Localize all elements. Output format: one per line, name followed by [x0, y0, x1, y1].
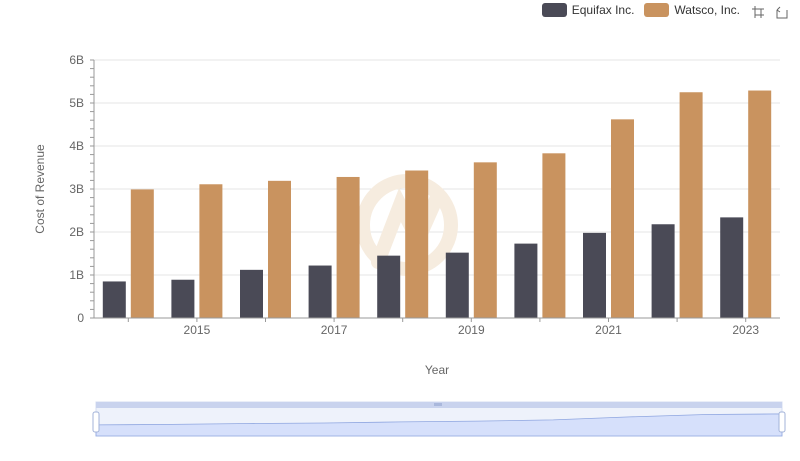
bar-watsco-2022[interactable] — [679, 92, 703, 318]
bar-equifax-2023[interactable] — [720, 217, 744, 318]
y-axis-label: Cost of Revenue — [33, 144, 47, 234]
bar-watsco-2020[interactable] — [542, 153, 566, 318]
y-tick-label: 0 — [77, 311, 84, 325]
x-axis-ticks: 2015 2017 2019 2021 2023 — [127, 318, 759, 337]
bar-watsco-2015[interactable] — [199, 184, 223, 318]
toolbox — [750, 4, 790, 20]
bar-equifax-2019[interactable] — [445, 252, 469, 318]
y-tick-label: 3B — [69, 182, 84, 196]
x-tick-label: 2015 — [184, 323, 211, 337]
legend-item-watsco[interactable]: Watsco, Inc. — [644, 3, 740, 17]
legend-swatch-watsco — [644, 3, 670, 17]
bar-watsco-2016[interactable] — [268, 180, 291, 318]
y-tick-label: 1B — [69, 268, 84, 282]
legend-swatch-equifax — [541, 3, 567, 17]
restore-icon[interactable] — [774, 4, 790, 20]
legend: Equifax Inc. Watsco, Inc. — [541, 3, 740, 17]
bar-watsco-2019[interactable] — [473, 162, 497, 318]
y-tick-label: 6B — [69, 53, 84, 67]
slider-grip-icon[interactable] — [434, 403, 442, 406]
zoom-icon[interactable] — [750, 4, 766, 20]
slider-left-handle[interactable] — [92, 411, 100, 433]
legend-label-equifax: Equifax Inc. — [571, 3, 635, 17]
bar-watsco-2018[interactable] — [405, 170, 429, 318]
x-tick-label: 2019 — [458, 323, 485, 337]
x-tick-label: 2021 — [595, 323, 622, 337]
bar-equifax-2017[interactable] — [308, 265, 332, 318]
bar-equifax-2018[interactable] — [377, 255, 401, 318]
bar-equifax-2014[interactable] — [102, 281, 126, 318]
bar-watsco-2014[interactable] — [130, 189, 154, 318]
bars-group — [102, 90, 772, 318]
bar-equifax-2020[interactable] — [514, 243, 538, 318]
y-tick-label: 4B — [69, 139, 84, 153]
bar-equifax-2022[interactable] — [651, 224, 675, 318]
bar-watsco-2023[interactable] — [748, 90, 772, 318]
y-tick-label: 2B — [69, 225, 84, 239]
bar-watsco-2017[interactable] — [336, 176, 360, 318]
x-tick-label: 2017 — [321, 323, 348, 337]
data-zoom-slider[interactable] — [92, 401, 786, 437]
x-axis-label: Year — [425, 363, 449, 377]
bar-watsco-2021[interactable] — [611, 119, 634, 318]
grid-lines — [94, 59, 780, 276]
x-tick-label: 2023 — [732, 323, 759, 337]
legend-item-equifax[interactable]: Equifax Inc. — [541, 3, 635, 17]
bar-equifax-2015[interactable] — [171, 279, 195, 318]
y-axis-ticks: 0 1B 2B 3B 4B 5B 6B — [69, 53, 94, 325]
legend-label-watsco: Watsco, Inc. — [674, 3, 740, 17]
bar-equifax-2021[interactable] — [583, 232, 606, 318]
slider-right-handle[interactable] — [778, 411, 786, 433]
bar-equifax-2016[interactable] — [240, 269, 263, 318]
y-tick-label: 5B — [69, 96, 84, 110]
